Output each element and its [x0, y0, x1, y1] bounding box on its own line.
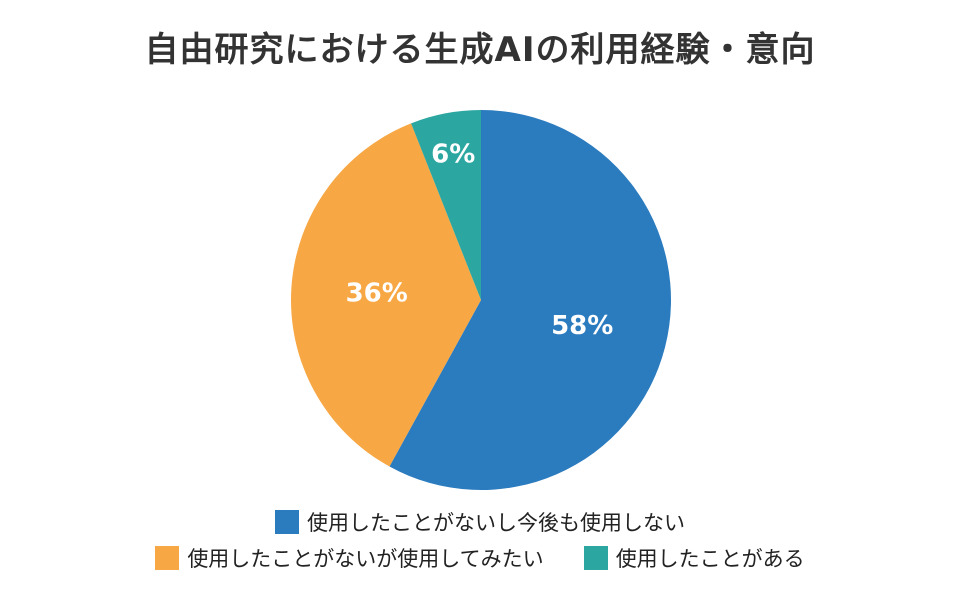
legend-row-1: 使用したことがないし今後も使用しない — [0, 507, 960, 537]
legend-swatch — [155, 546, 180, 570]
legend-label: 使用したことがないし今後も使用しない — [307, 511, 685, 535]
pie-slice-label-never-use: 58% — [551, 311, 613, 341]
legend-swatch — [275, 510, 299, 534]
pie-slice-label-have-used: 6% — [431, 139, 475, 169]
pie-slice-label-want-to-use: 36% — [346, 278, 408, 308]
legend-swatch — [583, 546, 608, 570]
chart-title: 自由研究における生成AIの利用経験・意向 — [144, 30, 816, 70]
pie-slice-have-used — [411, 110, 481, 300]
legend-label: 使用したことがある — [615, 547, 805, 571]
pie-slice-want-to-use — [291, 123, 481, 467]
legend-item-want-to-use: 使用したことがないが使用してみたい — [155, 543, 544, 573]
legend-item-have-used: 使用したことがある — [583, 543, 805, 573]
legend-row-2: 使用したことがないが使用してみたい 使用したことがある — [0, 543, 960, 573]
legend-label: 使用したことがないが使用してみたい — [187, 547, 544, 571]
legend-item-never-use: 使用したことがないし今後も使用しない — [275, 507, 685, 537]
pie-slice-never-use — [389, 110, 671, 490]
